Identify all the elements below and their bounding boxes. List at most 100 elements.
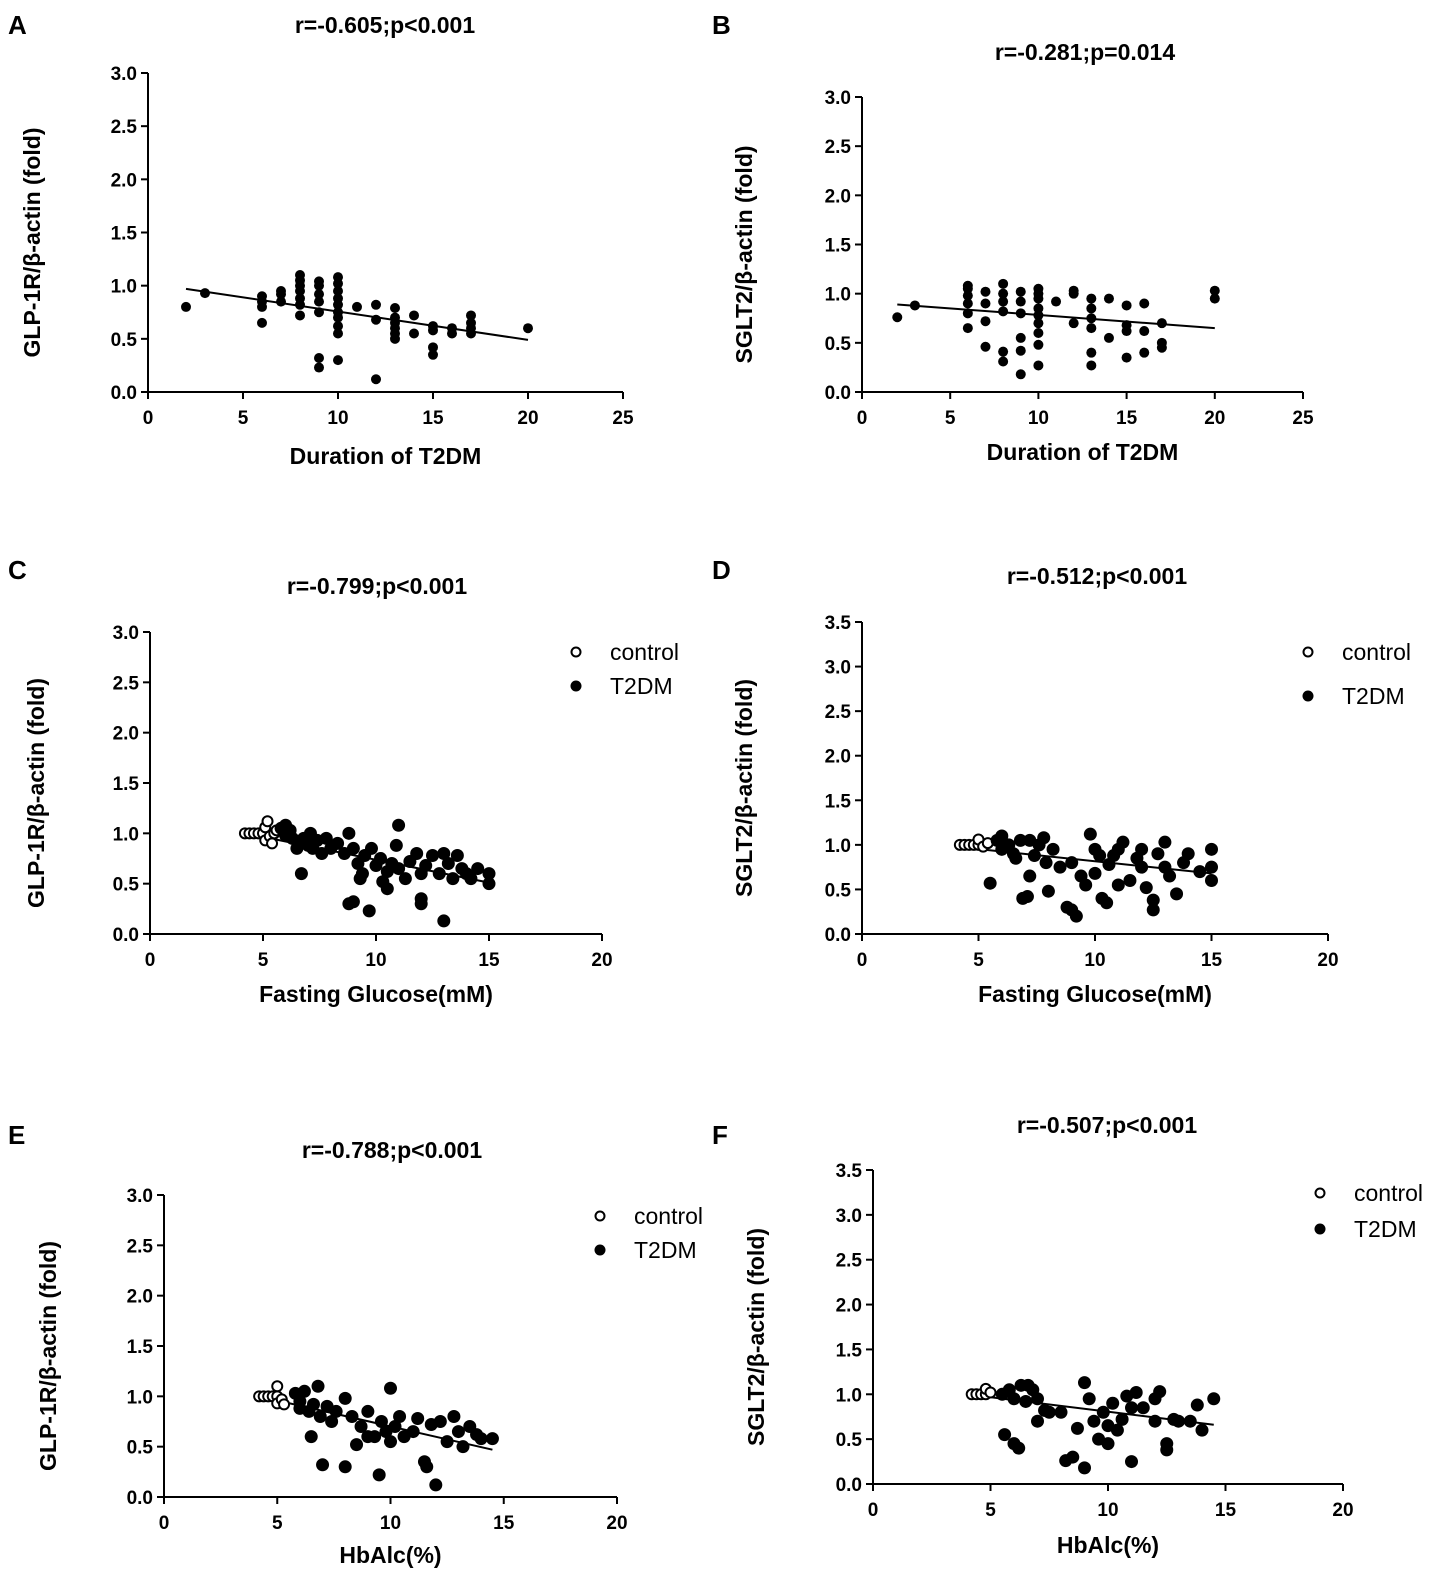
t2dm-point <box>962 280 973 291</box>
t2dm-point <box>962 290 973 301</box>
t2dm-point <box>1209 293 1220 304</box>
y-tick-label: 0.5 <box>825 334 852 355</box>
t2dm-point <box>333 328 343 339</box>
series-t2dm <box>274 818 496 928</box>
panel-b: Br=-0.281;p=0.014 0 5 10 15 20 25 0.0 0.5 1.0 1.5 2… <box>712 10 1314 465</box>
x-tick-label: 15 <box>478 950 500 971</box>
t2dm-point <box>345 1409 359 1423</box>
panel-letter: D <box>712 555 731 585</box>
t2dm-point <box>447 1409 461 1423</box>
y-tick-label: 0.0 <box>836 1475 862 1496</box>
y-tick-label: 3.0 <box>825 88 851 109</box>
control-point <box>261 815 274 828</box>
y-tick-label: 1.5 <box>836 1340 863 1361</box>
legend-t2dm-marker <box>1302 690 1314 702</box>
y-tick-label: 2.5 <box>836 1251 863 1272</box>
legend: control T2DM <box>594 1203 703 1263</box>
t2dm-point <box>200 288 210 299</box>
t2dm-point <box>1139 347 1150 358</box>
x-tick-label: 10 <box>1028 408 1049 429</box>
t2dm-point <box>297 1384 311 1398</box>
t2dm-point <box>1065 856 1079 870</box>
t2dm-point <box>414 897 428 911</box>
panel-letter: A <box>8 10 27 40</box>
t2dm-point <box>1106 1396 1120 1410</box>
y-tick-label: 1.0 <box>127 1387 153 1408</box>
y-tick-label: 0.5 <box>113 875 140 896</box>
legend-label: control <box>1342 639 1411 665</box>
x-tick-label: 0 <box>143 408 154 429</box>
t2dm-point <box>1205 874 1218 888</box>
legend: control T2DM <box>1302 639 1411 709</box>
y-tick-label: 2.5 <box>825 702 852 723</box>
chart-title: r=-0.507;p<0.001 <box>1017 1112 1198 1138</box>
x-tick-label: 10 <box>327 408 348 429</box>
y-tick-label: 0.0 <box>825 925 851 946</box>
t2dm-point <box>426 848 439 862</box>
t2dm-point <box>329 1404 343 1418</box>
legend-label: T2DM <box>1342 683 1405 709</box>
t2dm-point <box>313 1409 327 1423</box>
t2dm-point <box>294 867 308 881</box>
t2dm-point <box>437 846 451 860</box>
t2dm-point <box>1088 866 1102 880</box>
t2dm-point <box>428 321 438 332</box>
panel-letter: E <box>8 1120 25 1150</box>
t2dm-point <box>306 1397 320 1411</box>
t2dm-point <box>1193 865 1207 879</box>
t2dm-point <box>1078 1376 1091 1390</box>
t2dm-point <box>314 289 324 300</box>
series-control <box>253 1380 291 1411</box>
t2dm-point <box>1158 835 1172 849</box>
x-axis-label: Fasting Glucose(mM) <box>978 981 1212 1007</box>
t2dm-point <box>1100 896 1114 910</box>
t2dm-point <box>1031 1392 1044 1406</box>
x-axis-label: Fasting Glucose(mM) <box>259 981 493 1007</box>
legend-label: control <box>1354 1180 1423 1206</box>
t2dm-point <box>523 323 533 334</box>
y-tick-label: 0.5 <box>836 1430 863 1451</box>
t2dm-point <box>1163 869 1177 883</box>
t2dm-point <box>456 1440 470 1454</box>
t2dm-point <box>406 1425 420 1439</box>
t2dm-point <box>1033 318 1044 329</box>
y-tick-label: 1.5 <box>825 236 852 257</box>
t2dm-point <box>372 1468 386 1482</box>
legend-control-marker <box>594 1210 606 1222</box>
legend-control-marker <box>570 646 582 658</box>
t2dm-point <box>311 1379 325 1393</box>
legend-label: T2DM <box>610 673 673 699</box>
t2dm-point <box>390 312 400 323</box>
x-tick-label: 5 <box>258 950 269 971</box>
control-point <box>266 837 279 850</box>
t2dm-point <box>1033 339 1044 350</box>
x-tick-label: 15 <box>493 1513 515 1534</box>
y-tick-label: 1.0 <box>825 836 851 857</box>
t2dm-point <box>1153 1385 1167 1399</box>
x-tick-label: 5 <box>973 950 984 971</box>
t2dm-point <box>1086 313 1097 324</box>
t2dm-point <box>1146 903 1160 917</box>
y-tick-label: 0.5 <box>127 1438 154 1459</box>
t2dm-point <box>1015 345 1026 356</box>
t2dm-point <box>1033 303 1044 314</box>
t2dm-point <box>437 914 451 928</box>
t2dm-point <box>447 323 457 334</box>
t2dm-point <box>1183 1414 1197 1428</box>
t2dm-point <box>1041 884 1055 898</box>
t2dm-point <box>295 310 305 321</box>
t2dm-point <box>1205 842 1218 856</box>
legend-label: control <box>610 639 679 665</box>
t2dm-point <box>331 836 345 850</box>
t2dm-point <box>314 307 324 318</box>
t2dm-point <box>440 1435 454 1449</box>
t2dm-point <box>364 841 378 855</box>
x-tick-label: 5 <box>272 1513 283 1534</box>
t2dm-point <box>983 876 997 890</box>
t2dm-point <box>1086 360 1097 371</box>
t2dm-point <box>429 1478 443 1492</box>
t2dm-point <box>409 310 419 321</box>
t2dm-point <box>1013 833 1027 847</box>
t2dm-point <box>1046 842 1060 856</box>
t2dm-point <box>388 1420 402 1434</box>
